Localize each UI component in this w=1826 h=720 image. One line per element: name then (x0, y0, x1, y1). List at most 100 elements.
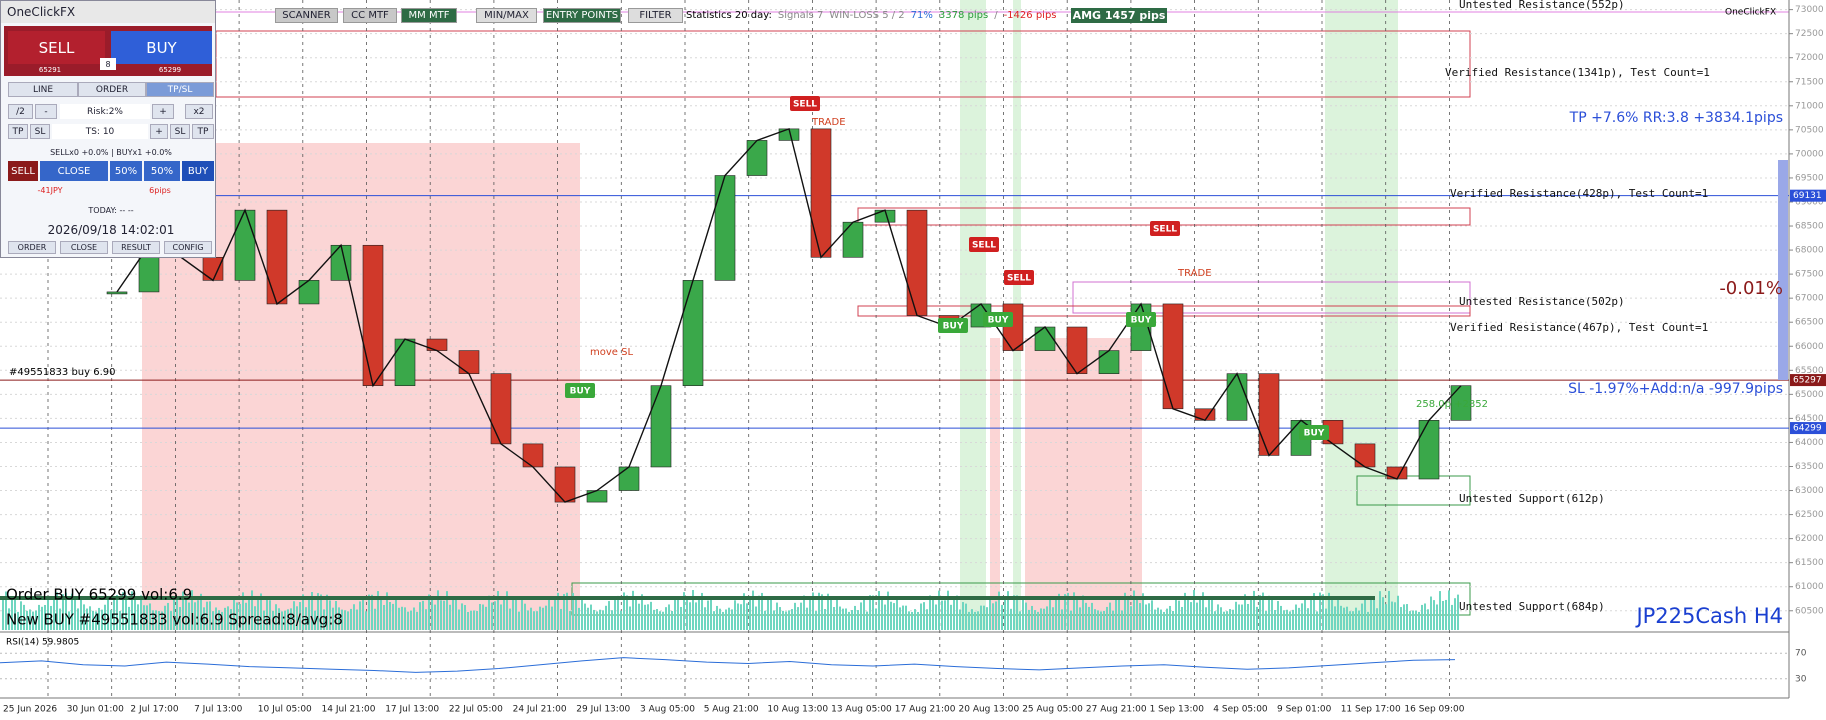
button[interactable]: CLOSE (40, 161, 108, 181)
volume-bar (395, 598, 397, 630)
signal-box (983, 312, 1013, 327)
toolbar-button[interactable]: CC MTF (343, 8, 397, 23)
volume-bar (92, 610, 94, 630)
button[interactable]: 50% (144, 161, 180, 181)
button[interactable]: SL (30, 124, 50, 139)
volume-bar (68, 611, 70, 630)
x-tick-label: 3 Aug 05:00 (640, 705, 695, 715)
volume-bar (110, 609, 112, 630)
toolbar-button[interactable]: ENTRY POINTS (543, 8, 621, 23)
volume-bar (680, 606, 682, 630)
volume-bar (1013, 595, 1015, 630)
button[interactable]: + (152, 104, 174, 119)
volume-bar (614, 598, 616, 630)
volume-bar (371, 594, 373, 630)
button[interactable]: + (150, 124, 168, 139)
volume-bar (299, 602, 301, 630)
volume-bar (1085, 602, 1087, 630)
volume-bar (662, 611, 664, 630)
button[interactable]: SL (170, 124, 190, 139)
stat: 71% (910, 10, 933, 21)
volume-bar (35, 610, 37, 630)
button[interactable]: - (35, 104, 57, 119)
volume-bar (524, 603, 526, 630)
volume-bar (74, 597, 76, 630)
signal-label: 258.0p +2852 (1416, 399, 1488, 410)
toolbar-button[interactable]: SCANNER (275, 8, 338, 23)
button[interactable]: TP (192, 124, 214, 139)
symbol: JP225Cash H4 (1634, 604, 1783, 628)
volume-bar (1010, 608, 1012, 630)
volume-bar (137, 604, 139, 630)
candle (1418, 420, 1440, 480)
y-tick-label: 69000 (1795, 197, 1824, 207)
button[interactable]: BUY (182, 161, 214, 181)
order-info: Order BUY 65299 vol:6.9 (6, 586, 192, 604)
volume-bar (227, 606, 229, 630)
volume-bar (263, 610, 265, 630)
volume-bar (791, 609, 793, 630)
volume-bar (236, 602, 238, 630)
volume-bar (1082, 595, 1084, 630)
y-tick-label: 64000 (1795, 438, 1824, 448)
volume-bar (1196, 602, 1198, 630)
button[interactable]: SELL (8, 161, 38, 181)
button[interactable]: TP (8, 124, 28, 139)
toolbar-button[interactable]: MIN/MAX (476, 8, 537, 23)
button[interactable]: RESULT (112, 241, 160, 254)
button[interactable]: 50% (110, 161, 142, 181)
sell-button[interactable]: SELL (8, 31, 105, 64)
volume-bar (1448, 590, 1450, 630)
volume-bar (374, 608, 376, 630)
volume-bar (251, 590, 253, 630)
volume-bar (1193, 590, 1195, 630)
volume-bar (707, 600, 709, 630)
button[interactable]: CONFIG (164, 241, 212, 254)
volume-bar (953, 599, 955, 630)
volume-bar (941, 600, 943, 630)
volume-bar (1331, 599, 1333, 630)
volume-bar (209, 601, 211, 630)
volume-bar (329, 600, 331, 630)
volume-bar (158, 611, 160, 630)
volume-bar (947, 590, 949, 630)
toolbar-button[interactable]: MM MTF (401, 8, 457, 23)
volume-bar (785, 611, 787, 630)
tab[interactable]: ORDER (78, 82, 146, 97)
volume-bar (1427, 609, 1429, 630)
volume-bar (665, 607, 667, 630)
volume-bar (866, 611, 868, 630)
volume-bar (437, 590, 439, 630)
volume-bar (1334, 606, 1336, 630)
volume-bar (845, 608, 847, 630)
stat: Statistics 20 day: (686, 10, 772, 21)
x-tick-label: 29 Jul 13:00 (576, 705, 630, 715)
zone-box (215, 30, 1471, 98)
volume-bar (893, 603, 895, 630)
volume-bar (11, 596, 13, 630)
y-tick-label: 60500 (1795, 606, 1824, 616)
volume-bar (590, 604, 592, 630)
button[interactable]: ORDER (8, 241, 56, 254)
volume-bar (977, 611, 979, 630)
candle (362, 244, 384, 386)
price-tag-label: 64299 (1793, 424, 1822, 434)
volume-bar (557, 592, 559, 630)
toolbar-button[interactable]: FILTER (628, 8, 683, 23)
volume-bar (833, 607, 835, 630)
buy-button[interactable]: BUY (111, 31, 212, 64)
zone-label: Untested Resistance(552p) (1459, 0, 1625, 11)
candle (1226, 373, 1248, 421)
x-tick-label: 4 Sep 05:00 (1213, 705, 1268, 715)
y-tick-label: 69500 (1795, 173, 1824, 183)
button[interactable]: x2 (185, 104, 213, 119)
tab[interactable]: TP/SL (146, 82, 214, 97)
volume-bar (1025, 602, 1027, 630)
button[interactable]: /2 (8, 104, 33, 119)
candle (426, 338, 448, 351)
rsi-tick-label: 70 (1795, 649, 1807, 659)
volume-bar (1370, 595, 1372, 630)
tab[interactable]: LINE (8, 82, 78, 97)
volume-bar (848, 611, 850, 630)
button[interactable]: CLOSE (60, 241, 108, 254)
